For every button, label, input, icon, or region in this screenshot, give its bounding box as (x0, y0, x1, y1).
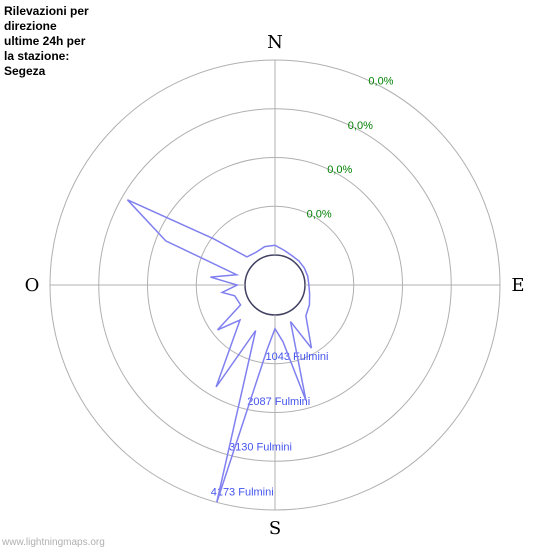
ring-label-percent: 0,0% (307, 208, 332, 220)
dir-label-e: E (511, 275, 524, 296)
chart-container: Rilevazioni per direzione ultime 24h per… (0, 0, 550, 550)
ring-label-percent: 0,0% (327, 164, 352, 176)
dir-label-n: N (267, 32, 283, 53)
ring-label-count: 3130 Fulmini (229, 441, 292, 453)
dir-label-s: S (269, 518, 281, 539)
ring-label-percent: 0,0% (368, 76, 393, 88)
hub-circle (245, 255, 305, 315)
chart-title: Rilevazioni per direzione ultime 24h per… (4, 4, 89, 79)
ring-label-count: 2087 Fulmini (247, 396, 310, 408)
ring-label-percent: 0,0% (348, 120, 373, 132)
polar-plot: NSEO0,0%0,0%0,0%0,0%1043 Fulmini2087 Ful… (0, 0, 550, 550)
credit-line: www.lightningmaps.org (2, 537, 105, 548)
dir-label-w: O (25, 275, 40, 296)
